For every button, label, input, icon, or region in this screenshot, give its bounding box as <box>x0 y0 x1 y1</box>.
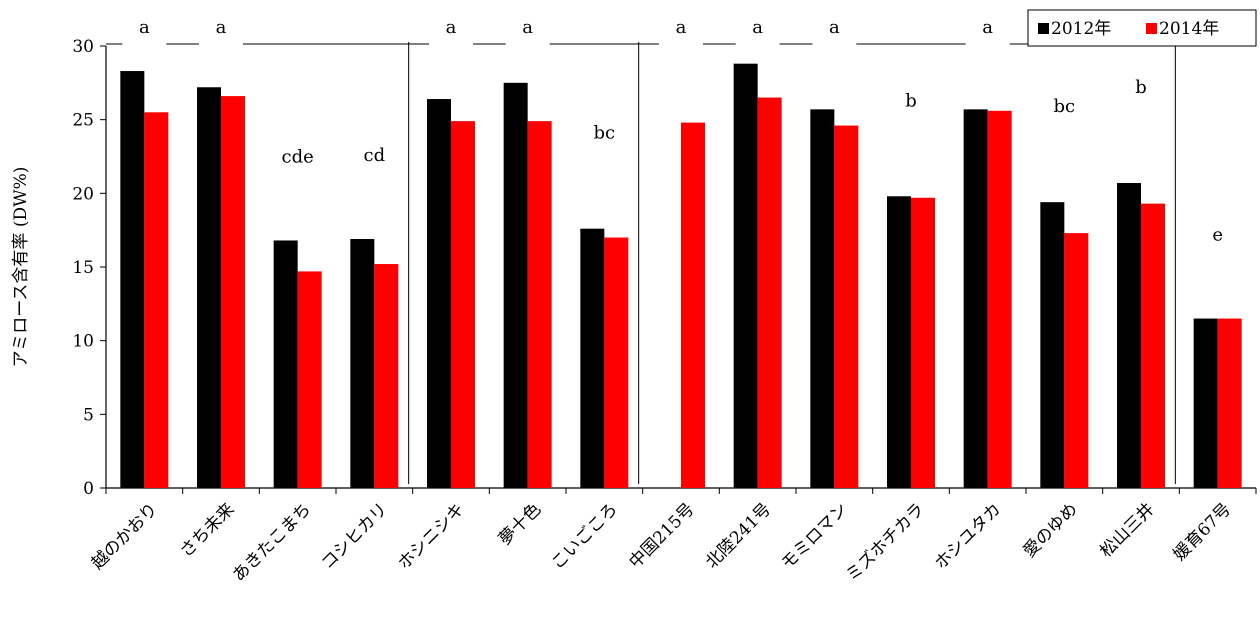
significance-letter: cde <box>282 146 314 167</box>
y-tick-label: 0 <box>83 479 94 499</box>
bar-2012 <box>120 71 145 489</box>
significance-letter: a <box>982 17 993 38</box>
significance-line-gap <box>429 41 473 47</box>
category-label: こいごころ <box>548 499 622 573</box>
category-label: 松山三井 <box>1096 499 1158 561</box>
bar-2014 <box>451 121 475 488</box>
y-tick-label: 10 <box>72 332 94 352</box>
category-label: ホシニシキ <box>394 499 468 573</box>
category-label: コシヒカリ <box>318 499 392 573</box>
bar-2012 <box>197 87 221 489</box>
bar-2014 <box>221 96 245 489</box>
category-label: 中国215号 <box>625 499 698 572</box>
y-tick-label: 20 <box>72 184 94 204</box>
significance-line-gap <box>965 41 1010 47</box>
bar-2012 <box>810 109 835 488</box>
bar-2014 <box>297 271 322 488</box>
legend-swatch-2014 <box>1146 23 1157 34</box>
significance-letter: a <box>676 17 687 38</box>
y-tick-label: 25 <box>72 111 94 131</box>
significance-letter: a <box>522 17 533 38</box>
y-tick-label: 5 <box>83 405 94 425</box>
bar-2014 <box>1064 233 1089 488</box>
significance-letter: e <box>1212 225 1223 246</box>
significance-letter: b <box>1135 77 1147 98</box>
category-label: 夢十色 <box>495 499 545 549</box>
bar-2014 <box>757 97 782 489</box>
category-label: あきたこまち <box>229 499 315 585</box>
category-label: ホシユタカ <box>931 499 1005 573</box>
legend-box <box>1027 9 1257 47</box>
significance-letter: a <box>216 17 227 38</box>
bar-2012 <box>350 239 375 488</box>
bar-2012 <box>963 109 988 488</box>
significance-letter: a <box>829 17 840 38</box>
significance-line-gap <box>659 41 703 47</box>
category-label: 愛のゆめ <box>1020 499 1082 561</box>
bar-2014 <box>834 125 859 488</box>
category-label: 越のかおり <box>88 499 162 573</box>
significance-line-gap <box>812 41 857 47</box>
bar-2014 <box>604 237 629 488</box>
bar-2012 <box>1040 202 1065 488</box>
bar-2012 <box>1193 318 1218 488</box>
bar-2014 <box>144 112 169 489</box>
bar-2014 <box>527 121 552 488</box>
bar-2012 <box>503 82 528 488</box>
significance-letter: cd <box>364 145 386 166</box>
bar-2012 <box>887 196 911 488</box>
bar-2014 <box>1217 318 1242 488</box>
bar-2014 <box>911 197 935 488</box>
bar-2014 <box>987 110 1012 489</box>
bar-2014 <box>1141 203 1165 488</box>
significance-line-gap <box>122 41 167 47</box>
bar-2012 <box>1117 183 1141 488</box>
significance-letter: a <box>446 17 457 38</box>
y-axis-title: アミロース含有率 (DW%) <box>11 167 31 368</box>
significance-letter: a <box>752 17 763 38</box>
y-tick-label: 30 <box>72 37 94 57</box>
bar-2014 <box>374 264 399 488</box>
significance-line-gap <box>199 41 243 47</box>
bar-2012 <box>273 240 298 488</box>
category-label: さち未来 <box>176 499 238 561</box>
legend-swatch-2012 <box>1038 23 1049 34</box>
significance-line-gap <box>505 41 550 47</box>
legend-label-2012: 2012年 <box>1051 19 1111 39</box>
bar-2012 <box>580 228 605 488</box>
bar-2012 <box>427 99 451 488</box>
significance-letter: bc <box>594 123 616 144</box>
significance-letter: bc <box>1054 96 1076 117</box>
y-tick-label: 15 <box>72 258 94 278</box>
significance-line-gap <box>735 41 780 47</box>
significance-letter: a <box>139 17 150 38</box>
legend-label-2014: 2014年 <box>1159 19 1219 39</box>
category-label: 媛育67号 <box>1170 499 1236 565</box>
significance-letter: b <box>905 90 917 111</box>
bar-2012 <box>733 63 758 489</box>
bar-2014 <box>681 122 705 488</box>
category-label: モミロマン <box>778 499 852 573</box>
category-label: ミズホチカラ <box>842 499 928 585</box>
category-label: 北陸241号 <box>702 499 775 572</box>
